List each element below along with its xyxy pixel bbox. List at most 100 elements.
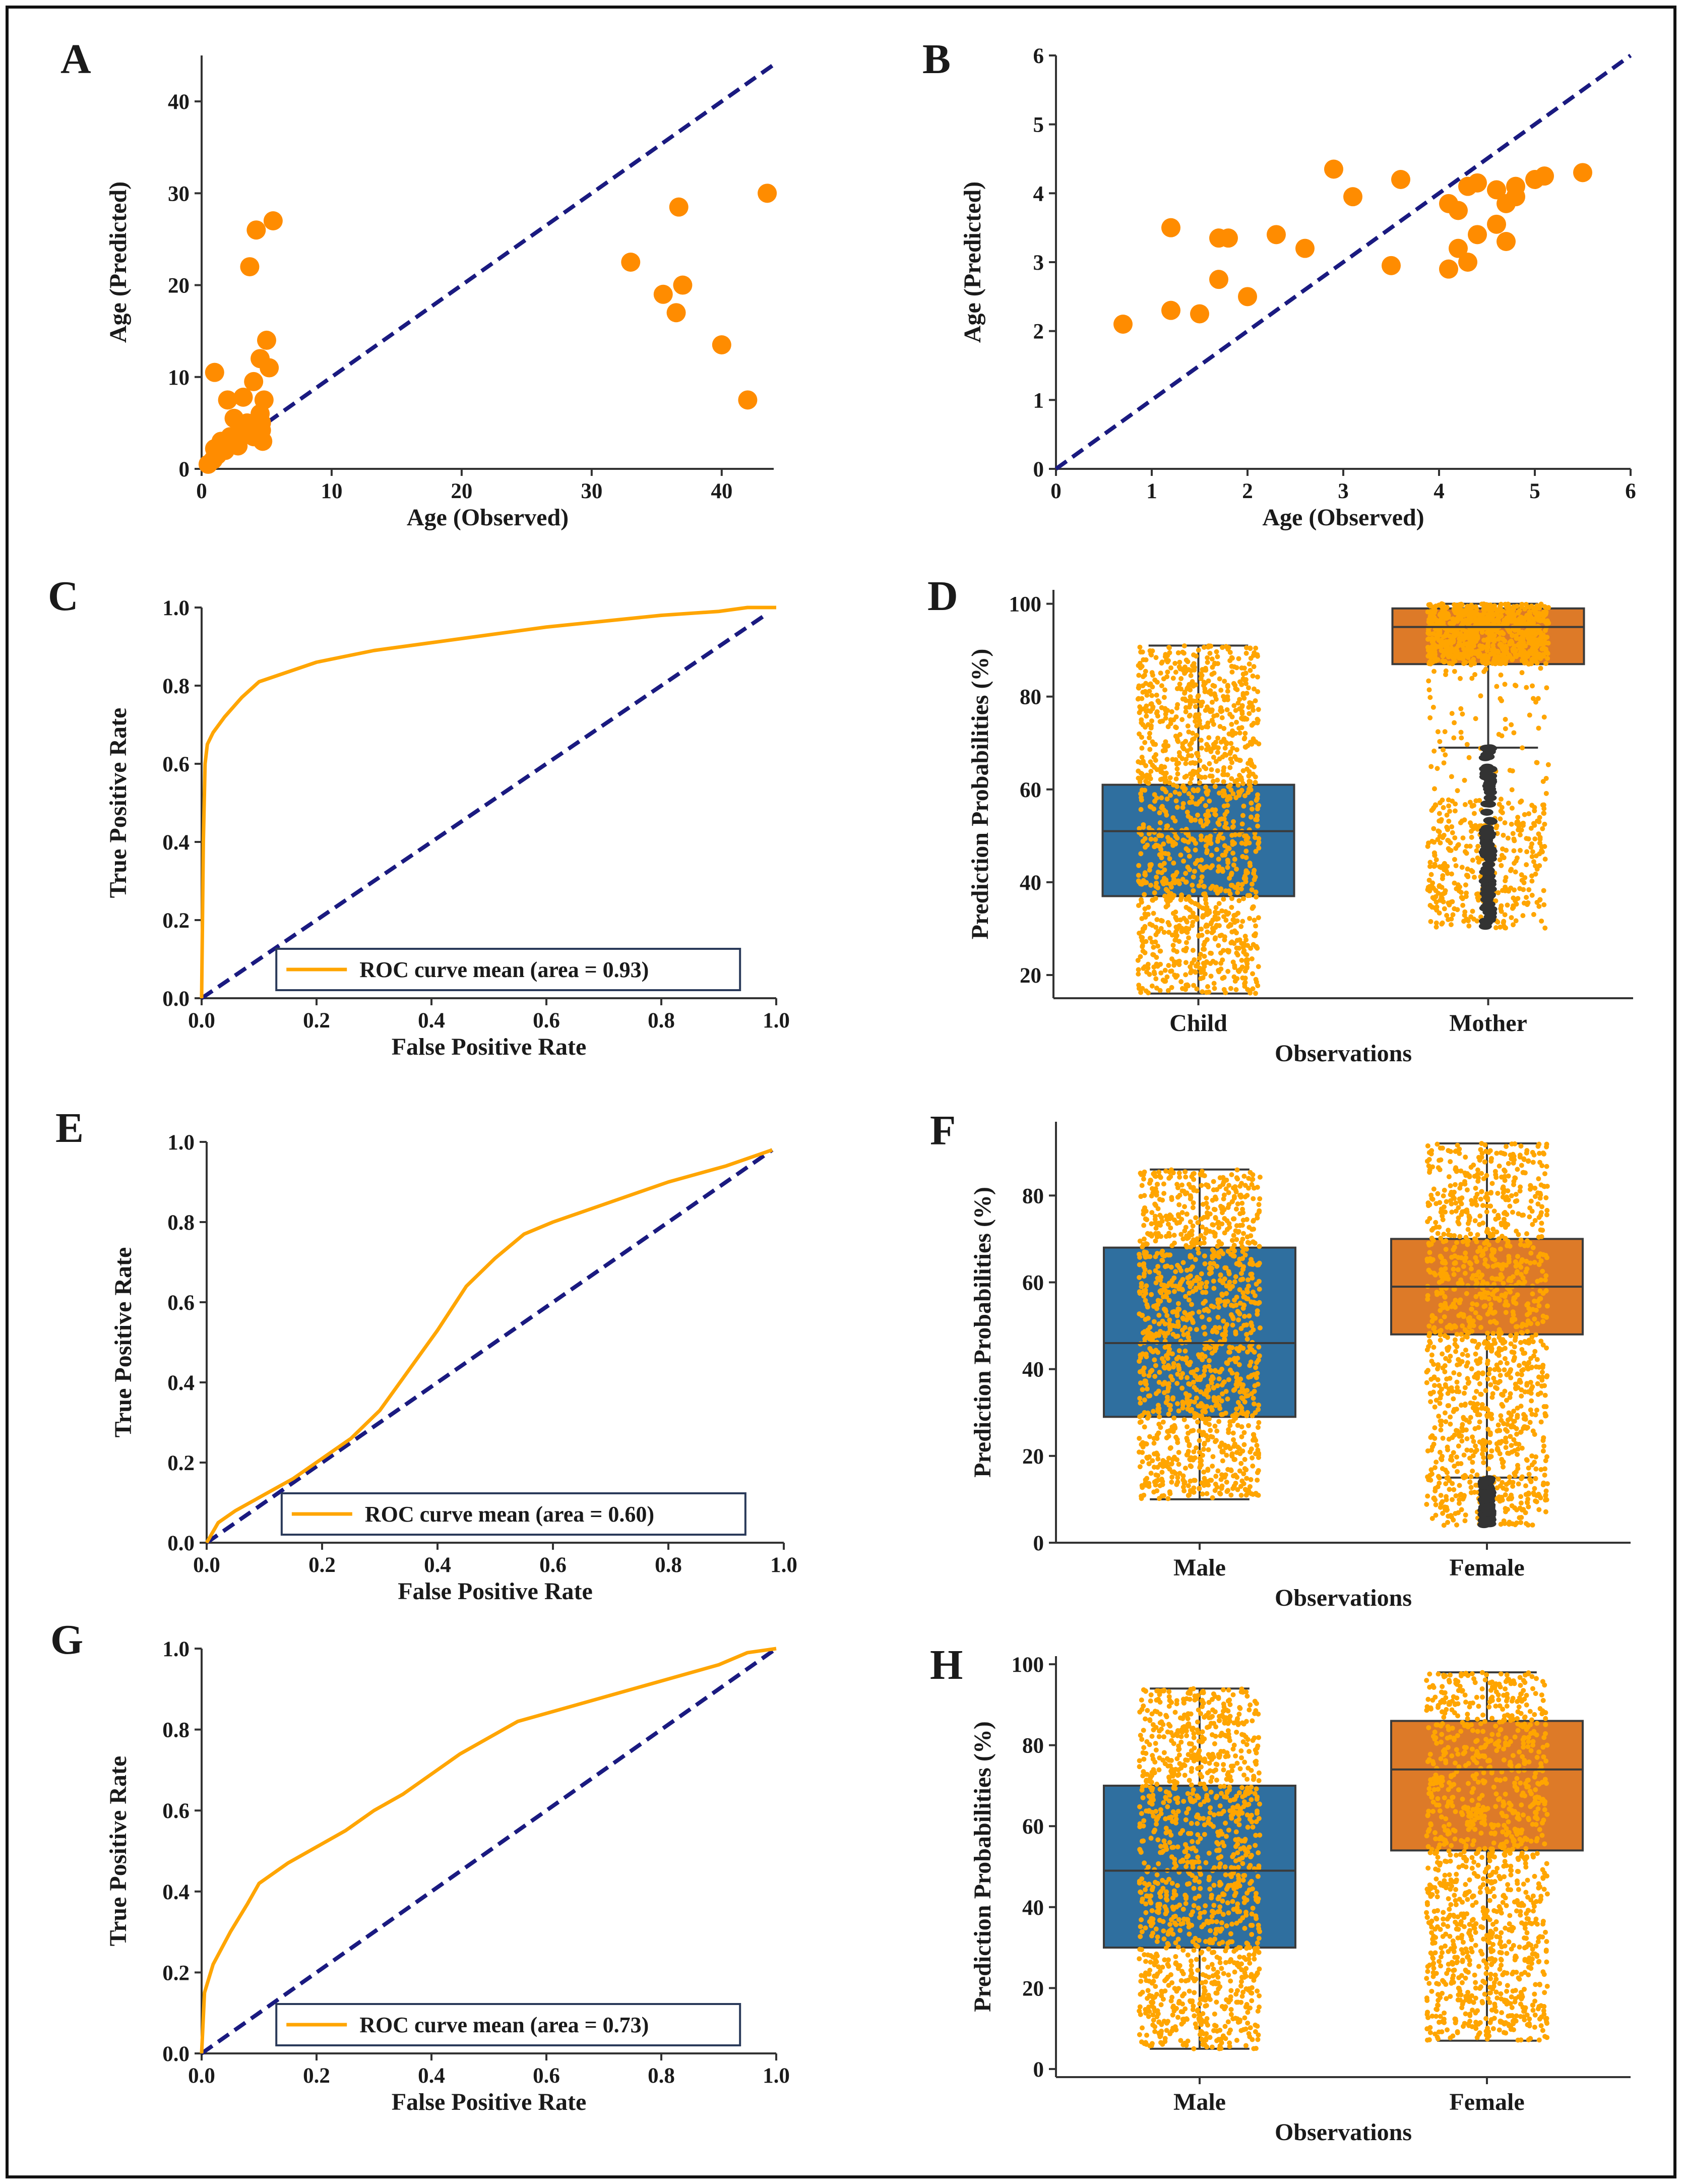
jitter-point bbox=[1220, 1412, 1225, 1417]
jitter-point bbox=[1167, 1445, 1173, 1451]
y-tick-label: 40 bbox=[1020, 871, 1041, 895]
jitter-point bbox=[1239, 821, 1245, 827]
jitter-point bbox=[1472, 672, 1478, 677]
jitter-point bbox=[1142, 1424, 1147, 1430]
jitter-point bbox=[1184, 1211, 1190, 1217]
jitter-point bbox=[1170, 1364, 1176, 1370]
jitter-point bbox=[1481, 606, 1486, 612]
jitter-point bbox=[1509, 1443, 1514, 1448]
jitter-point bbox=[1441, 805, 1446, 810]
jitter-point bbox=[1149, 701, 1154, 706]
jitter-point bbox=[1219, 1472, 1224, 1478]
jitter-point bbox=[1228, 1312, 1234, 1317]
jitter-point bbox=[1234, 757, 1239, 762]
jitter-point bbox=[1255, 806, 1260, 812]
jitter-point bbox=[1465, 1353, 1470, 1358]
jitter-point bbox=[1177, 1471, 1182, 1476]
jitter-point bbox=[1471, 1162, 1476, 1168]
jitter-point bbox=[1187, 854, 1192, 859]
jitter-point bbox=[1138, 807, 1144, 812]
jitter-point bbox=[1180, 805, 1186, 810]
jitter-point bbox=[1255, 823, 1261, 829]
outlier-point bbox=[1483, 849, 1497, 857]
x-tick-label: 0 bbox=[1050, 479, 1062, 503]
jitter-point bbox=[1463, 1155, 1468, 1160]
jitter-point bbox=[1141, 1261, 1147, 1266]
jitter-point bbox=[1165, 669, 1170, 675]
jitter-point bbox=[1218, 950, 1223, 956]
jitter-point bbox=[1527, 649, 1533, 654]
jitter-point bbox=[1147, 747, 1153, 752]
jitter-point bbox=[1200, 1491, 1205, 1497]
jitter-point bbox=[1173, 929, 1178, 935]
jitter-point bbox=[1195, 694, 1201, 699]
jitter-point bbox=[1507, 653, 1513, 659]
jitter-point bbox=[1469, 1276, 1475, 1281]
jitter-point bbox=[1210, 1464, 1215, 1469]
jitter-point bbox=[1202, 953, 1207, 959]
jitter-point bbox=[1509, 1193, 1514, 1198]
jitter-point bbox=[1229, 721, 1234, 727]
jitter-point bbox=[1478, 1196, 1483, 1202]
jitter-point bbox=[1425, 630, 1431, 636]
jitter-point bbox=[1255, 813, 1260, 819]
jitter-point bbox=[1529, 854, 1535, 860]
jitter-point bbox=[1145, 722, 1151, 727]
jitter-point bbox=[1452, 808, 1458, 814]
jitter-point bbox=[1504, 645, 1509, 650]
jitter-point bbox=[1143, 1351, 1149, 1357]
scatter-point bbox=[1487, 180, 1506, 200]
jitter-point bbox=[1502, 820, 1508, 826]
jitter-point bbox=[1473, 798, 1479, 804]
jitter-point bbox=[1217, 933, 1223, 939]
jitter-point bbox=[1240, 1277, 1245, 1282]
jitter-point bbox=[1247, 893, 1253, 898]
jitter-point bbox=[1160, 1458, 1166, 1464]
jitter-point bbox=[1434, 899, 1439, 905]
jitter-point bbox=[1230, 1322, 1235, 1328]
jitter-point bbox=[1215, 750, 1220, 755]
jitter-point bbox=[1168, 717, 1173, 722]
jitter-point bbox=[1239, 682, 1244, 687]
jitter-point bbox=[1161, 695, 1167, 700]
jitter-point bbox=[1509, 915, 1514, 921]
jitter-point bbox=[1456, 888, 1462, 893]
jitter-point bbox=[1527, 1420, 1533, 1425]
jitter-point bbox=[1497, 1163, 1502, 1169]
jitter-point bbox=[1439, 604, 1445, 610]
jitter-point bbox=[1455, 616, 1460, 621]
jitter-point bbox=[1182, 1169, 1188, 1175]
jitter-point bbox=[1227, 765, 1233, 770]
scatter-point bbox=[254, 390, 274, 410]
jitter-point bbox=[1166, 1252, 1171, 1258]
jitter-point bbox=[1215, 736, 1221, 741]
outlier-point bbox=[1482, 916, 1496, 924]
jitter-point bbox=[1449, 824, 1455, 829]
jitter-point bbox=[1527, 604, 1532, 610]
jitter-point bbox=[1539, 1369, 1545, 1375]
y-tick-label: 2 bbox=[1033, 320, 1044, 344]
jitter-point bbox=[1489, 1181, 1495, 1186]
jitter-point bbox=[1138, 1170, 1143, 1176]
jitter-point bbox=[1136, 683, 1142, 689]
jitter-point bbox=[1527, 712, 1532, 718]
jitter-point bbox=[1152, 677, 1158, 683]
jitter-point bbox=[1488, 651, 1493, 657]
jitter-point bbox=[1447, 809, 1453, 814]
jitter-point bbox=[1162, 1264, 1168, 1269]
x-tick-label: 0.4 bbox=[418, 1009, 445, 1033]
scatter-point bbox=[1190, 304, 1209, 324]
jitter-point bbox=[1500, 888, 1505, 893]
jitter-point bbox=[1138, 1380, 1143, 1386]
jitter-point bbox=[1507, 767, 1513, 773]
jitter-point bbox=[1152, 890, 1157, 895]
jitter-point bbox=[1165, 1363, 1171, 1368]
jitter-point bbox=[1543, 1509, 1548, 1514]
jitter-point bbox=[1195, 812, 1201, 818]
jitter-point bbox=[1252, 835, 1258, 840]
jitter-point bbox=[1214, 917, 1219, 922]
jitter-point bbox=[1204, 1195, 1209, 1201]
jitter-point bbox=[1206, 989, 1212, 995]
jitter-point bbox=[1205, 1479, 1211, 1484]
jitter-point bbox=[1256, 1344, 1262, 1350]
